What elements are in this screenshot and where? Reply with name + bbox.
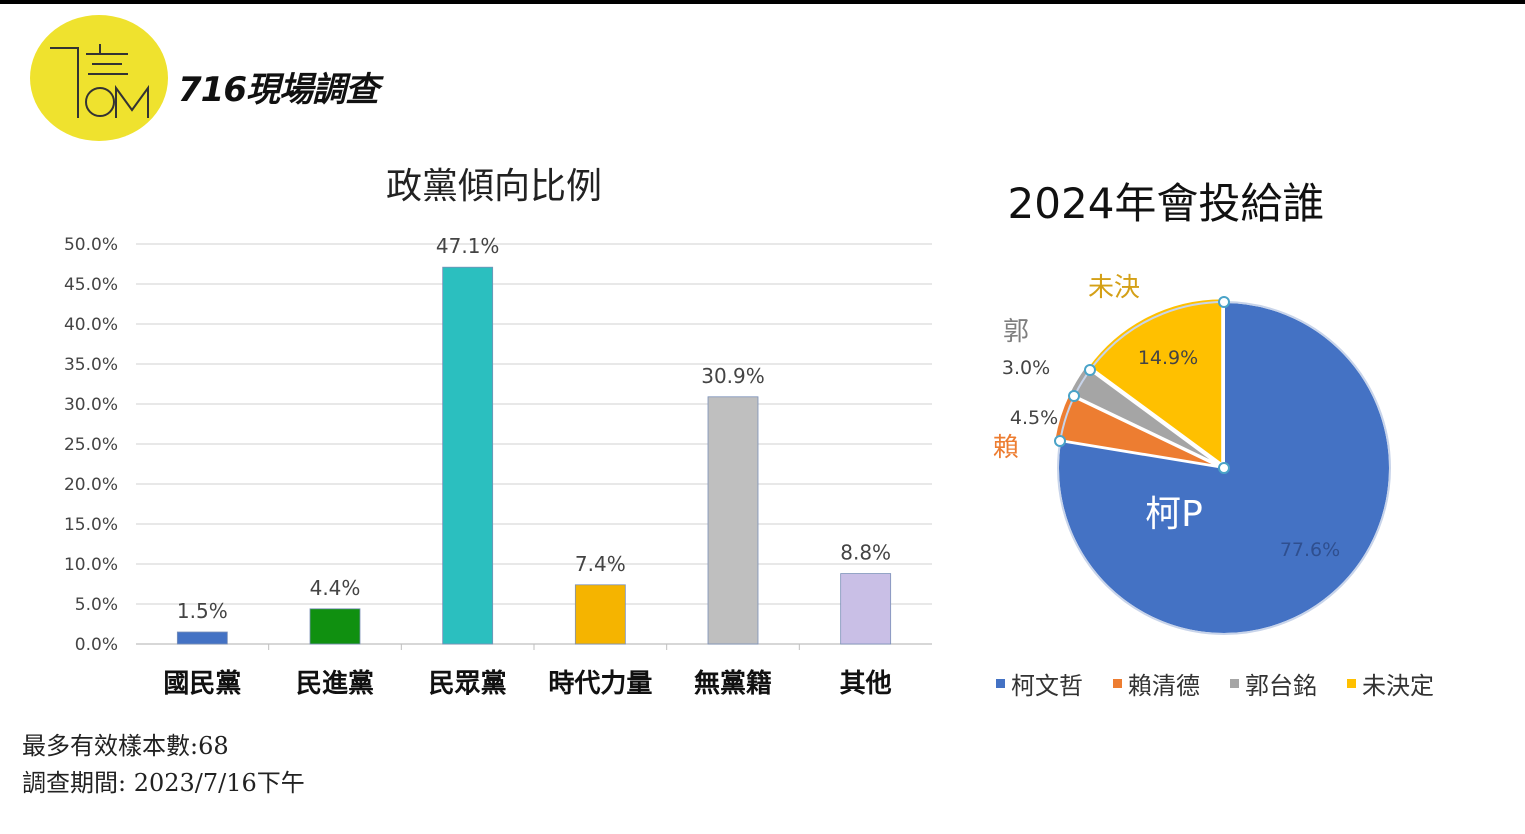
x-category-label: 其他 <box>840 669 892 699</box>
x-category-label: 無黨籍 <box>694 668 772 699</box>
bar-value-label: 8.8% <box>840 541 891 565</box>
bar-2 <box>309 608 361 645</box>
brand-title: 716現場調查 <box>178 70 379 110</box>
logo <box>28 14 170 142</box>
pie-handle-dot <box>1218 462 1230 474</box>
footer-notes: 最多有效樣本數:68 調查期間: 2023/7/16下午 <box>22 728 305 802</box>
legend-item: 賴清德 <box>1113 666 1200 701</box>
bar-1 <box>176 631 228 645</box>
bar-3 <box>442 266 494 645</box>
bar-5 <box>707 396 759 645</box>
y-tick-label: 20.0% <box>64 475 118 495</box>
pie-annotation: 柯P <box>1145 494 1203 535</box>
pie-handle-dot <box>1068 390 1080 402</box>
survey-period-text: 調查期間: 2023/7/16下午 <box>22 769 305 797</box>
sample-size-text: 最多有效樣本數:68 <box>22 732 229 760</box>
pie-value-label: 77.6% <box>1280 539 1340 561</box>
bar-value-label: 47.1% <box>436 234 500 258</box>
legend-swatch <box>1113 679 1122 688</box>
pie-handle-dot <box>1054 435 1066 447</box>
top-border <box>0 0 1525 4</box>
bar-value-label: 1.5% <box>177 599 228 623</box>
pie-annotation: 郭 <box>1003 317 1029 347</box>
pie-annotation: 賴 <box>993 433 1019 463</box>
y-tick-label: 45.0% <box>64 275 118 295</box>
legend-label: 郭台銘 <box>1245 672 1317 700</box>
y-tick-label: 25.0% <box>64 435 118 455</box>
legend-swatch <box>1230 679 1239 688</box>
pie-legend: 柯文哲 賴清德 郭台銘 未決定 <box>996 666 1434 701</box>
bar-6 <box>840 573 892 645</box>
pie-handle-dot <box>1218 296 1230 308</box>
vote-pie-chart: 2024年會投給誰 77.6% 柯P 4.5% 賴 3.0% 郭 14.9% 未決 <box>993 179 1391 635</box>
legend-swatch <box>1347 679 1356 688</box>
bar-chart-title: 政黨傾向比例 <box>386 166 602 207</box>
y-tick-label: 50.0% <box>64 235 118 255</box>
legend-item: 未決定 <box>1347 666 1434 701</box>
bar-4 <box>574 584 626 645</box>
party-bar-chart: 政黨傾向比例 0.0% 5.0% 10.0% 15.0% 20.0% 25.0% 30.0% 3… <box>64 166 932 699</box>
x-category-label: 民眾黨 <box>429 669 507 699</box>
pie-value-label: 4.5% <box>1010 407 1058 429</box>
pie-chart-title: 2024年會投給誰 <box>1008 179 1325 228</box>
pie-value-label: 3.0% <box>1002 357 1050 379</box>
pie-slice-4 <box>1087 297 1224 467</box>
x-category-label: 國民黨 <box>163 669 241 699</box>
y-tick-label: 0.0% <box>75 635 118 655</box>
y-tick-label: 35.0% <box>64 355 118 375</box>
legend-item: 郭台銘 <box>1230 666 1317 701</box>
legend-label: 賴清德 <box>1128 672 1200 700</box>
legend-swatch <box>996 679 1005 688</box>
bar-value-label: 4.4% <box>310 576 361 600</box>
x-category-label: 民進黨 <box>296 669 374 699</box>
legend-item: 柯文哲 <box>996 666 1083 701</box>
legend-label: 未決定 <box>1362 672 1434 700</box>
legend-label: 柯文哲 <box>1011 672 1083 700</box>
pie-value-label: 14.9% <box>1138 347 1198 369</box>
y-tick-label: 5.0% <box>75 595 118 615</box>
bar-value-label: 7.4% <box>575 552 626 576</box>
y-tick-label: 15.0% <box>64 515 118 535</box>
pie-handle-dot <box>1084 364 1096 376</box>
logo-mark-icon <box>30 15 168 141</box>
x-category-label: 時代力量 <box>548 669 652 699</box>
y-tick-label: 40.0% <box>64 315 118 335</box>
y-tick-label: 30.0% <box>64 395 118 415</box>
bar-value-label: 30.9% <box>701 364 765 388</box>
y-tick-label: 10.0% <box>64 555 118 575</box>
pie-annotation: 未決 <box>1088 273 1140 303</box>
